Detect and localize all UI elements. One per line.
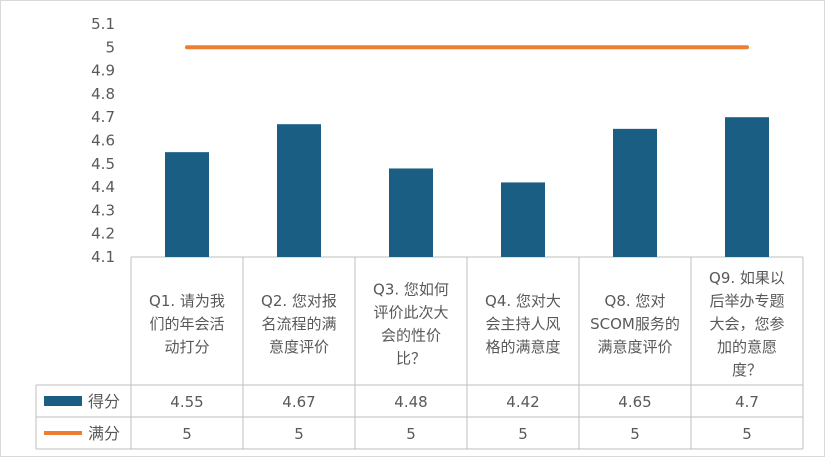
score-bar (277, 124, 321, 257)
category-label: Q3. 您如何评价此次大会的性价比？ (373, 281, 449, 368)
y-tick-label: 4.7 (91, 108, 115, 126)
score-bar (389, 168, 433, 257)
table-cell-value: 4.42 (506, 393, 539, 411)
category-label: Q9. 如果以后举办专题大会，您参加的意愿度？ (709, 269, 785, 379)
score-bars (165, 117, 769, 257)
table-cell-value: 4.48 (394, 393, 427, 411)
table-cell-value: 5 (518, 425, 528, 443)
table-cell-value: 5 (742, 425, 752, 443)
category-label: Q2. 您对报名流程的满意度评价 (261, 292, 337, 356)
y-tick-label: 4.1 (91, 248, 115, 266)
y-tick-label: 5.1 (91, 15, 115, 33)
category-label: Q4. 您对大会主持人风格的满意度 (485, 292, 561, 356)
legend-key-bar (44, 396, 82, 406)
y-tick-label: 4.3 (91, 201, 115, 219)
category-label: Q8. 您对 SCOM服务的满意度评价 (590, 292, 680, 356)
score-bar (165, 152, 209, 257)
category-label: Q1. 请为我们的年会活动打分 (149, 292, 225, 356)
score-bar (613, 128, 657, 257)
y-tick-label: 4.8 (91, 85, 115, 103)
y-axis: 4.1 4.2 4.3 4.4 4.5 4.6 4.7 4.8 4.9 5 5.1 Q1. 请为我们的… (91, 15, 785, 379)
y-tick-label: 4.2 (91, 225, 115, 243)
series-name: 满分 (88, 424, 120, 443)
y-tick-label: 4.5 (91, 155, 115, 173)
score-bar (501, 182, 545, 257)
table-cell-value: 5 (630, 425, 640, 443)
table-cell-value: 4.7 (735, 393, 759, 411)
table-cell-value: 4.67 (282, 393, 315, 411)
y-tick-label: 5 (105, 38, 115, 56)
data-table: 得分 4.55 4.67 4.48 4.42 4.65 4.7 满分 5 5 5 5 5 5 (44, 392, 759, 443)
score-bar (725, 117, 769, 257)
category-table-grid (35, 256, 804, 450)
table-cell-value: 4.65 (618, 393, 651, 411)
y-tick-label: 4.6 (91, 132, 115, 150)
table-cell-value: 5 (406, 425, 416, 443)
table-cell-value: 4.55 (170, 393, 203, 411)
table-cell-value: 5 (182, 425, 192, 443)
table-cell-value: 5 (294, 425, 304, 443)
series-name: 得分 (88, 392, 120, 411)
y-tick-label: 4.9 (91, 62, 115, 80)
y-tick-label: 4.4 (91, 178, 115, 196)
